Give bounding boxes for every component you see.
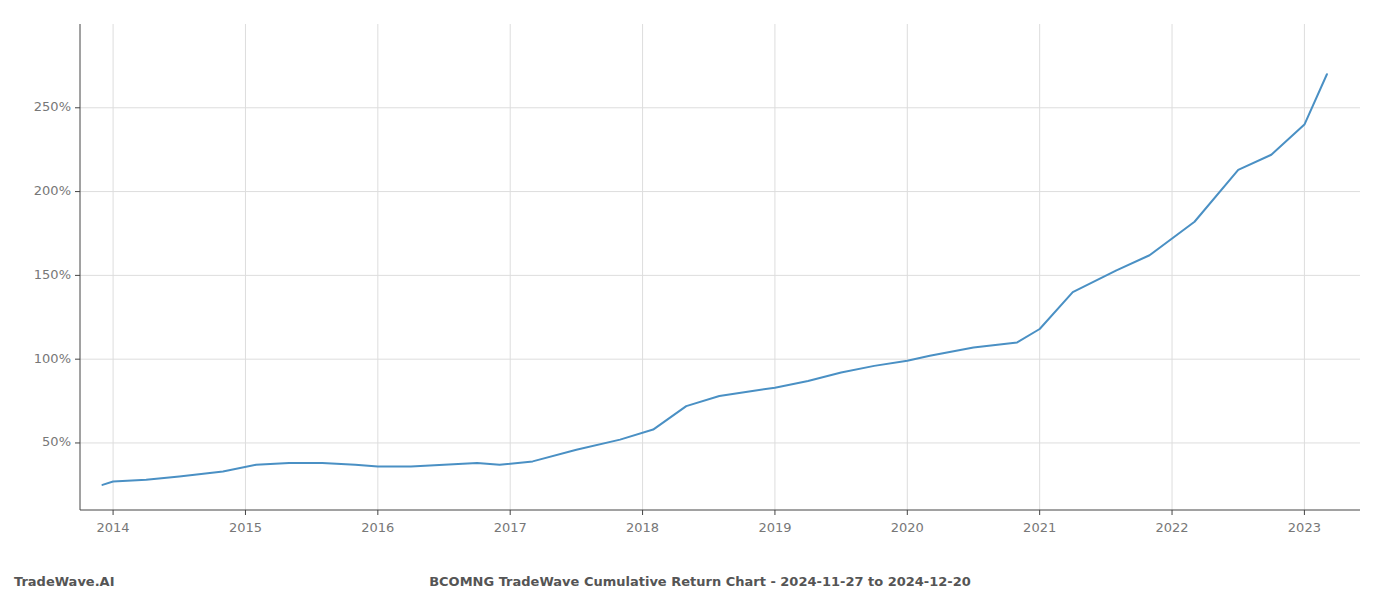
x-grid-line [642,24,643,510]
y-tick-label: 100% [34,351,71,366]
x-grid-line [377,24,378,510]
x-axis-line [80,510,1360,511]
x-grid-line [510,24,511,510]
x-grid-line [1039,24,1040,510]
y-grid-line [80,107,1360,108]
y-tick [75,359,80,360]
x-tick-label: 2014 [97,520,130,535]
y-tick-label: 200% [34,183,71,198]
x-tick [1304,510,1305,515]
y-tick [75,191,80,192]
y-grid-line [80,442,1360,443]
x-tick [1039,510,1040,515]
y-tick [75,107,80,108]
x-grid-line [1304,24,1305,510]
x-tick [907,510,908,515]
x-tick-label: 2015 [229,520,262,535]
data-line [103,74,1327,485]
chart-title: BCOMNG TradeWave Cumulative Return Chart… [429,574,971,589]
y-tick-label: 150% [34,267,71,282]
x-tick [377,510,378,515]
y-tick-label: 250% [34,99,71,114]
x-tick [510,510,511,515]
x-grid-line [245,24,246,510]
y-grid-line [80,359,1360,360]
x-tick-label: 2016 [361,520,394,535]
watermark: TradeWave.AI [14,574,115,589]
x-tick-label: 2019 [758,520,791,535]
x-tick [642,510,643,515]
plot-area [103,74,1327,485]
x-tick [245,510,246,515]
axes: 50% 100% 150% 200% 250% 2014 2015 2016 2017 2018 2… [34,24,1360,535]
y-tick [75,442,80,443]
x-tick-label: 2020 [891,520,924,535]
x-tick-label: 2021 [1023,520,1056,535]
x-tick-label: 2018 [626,520,659,535]
x-tick [774,510,775,515]
y-grid-line [80,191,1360,192]
x-tick [1172,510,1173,515]
grid [80,24,1360,510]
y-tick-label: 50% [42,434,71,449]
x-tick-label: 2022 [1155,520,1188,535]
chart-svg: 50% 100% 150% 200% 250% 2014 2015 2016 2017 2018 2… [0,0,1400,600]
x-grid-line [774,24,775,510]
x-grid-line [907,24,908,510]
chart-container: 50% 100% 150% 200% 250% 2014 2015 2016 2017 2018 2… [0,0,1400,600]
y-tick [75,275,80,276]
x-tick [113,510,114,515]
x-tick-label: 2023 [1288,520,1321,535]
x-tick-label: 2017 [494,520,527,535]
x-grid-line [1172,24,1173,510]
y-grid-line [80,275,1360,276]
y-axis-line [80,24,81,510]
x-grid-line [113,24,114,510]
